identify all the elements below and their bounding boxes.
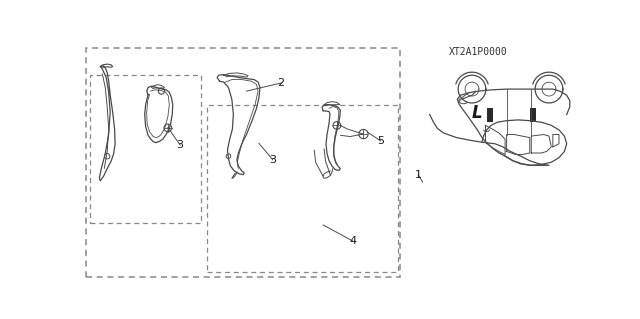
Text: 4: 4	[349, 236, 356, 246]
Text: 3: 3	[269, 155, 276, 165]
Bar	[530, 108, 536, 122]
Bar	[90, 75, 202, 223]
Bar	[86, 48, 400, 277]
Text: XT2A1P0000: XT2A1P0000	[449, 47, 508, 57]
Bar	[207, 105, 399, 272]
Text: 1: 1	[415, 170, 422, 180]
Bar	[486, 108, 493, 122]
Text: 2: 2	[278, 78, 285, 88]
Text: L: L	[472, 104, 483, 122]
Text: 5: 5	[377, 136, 384, 146]
Text: 3: 3	[177, 140, 184, 150]
